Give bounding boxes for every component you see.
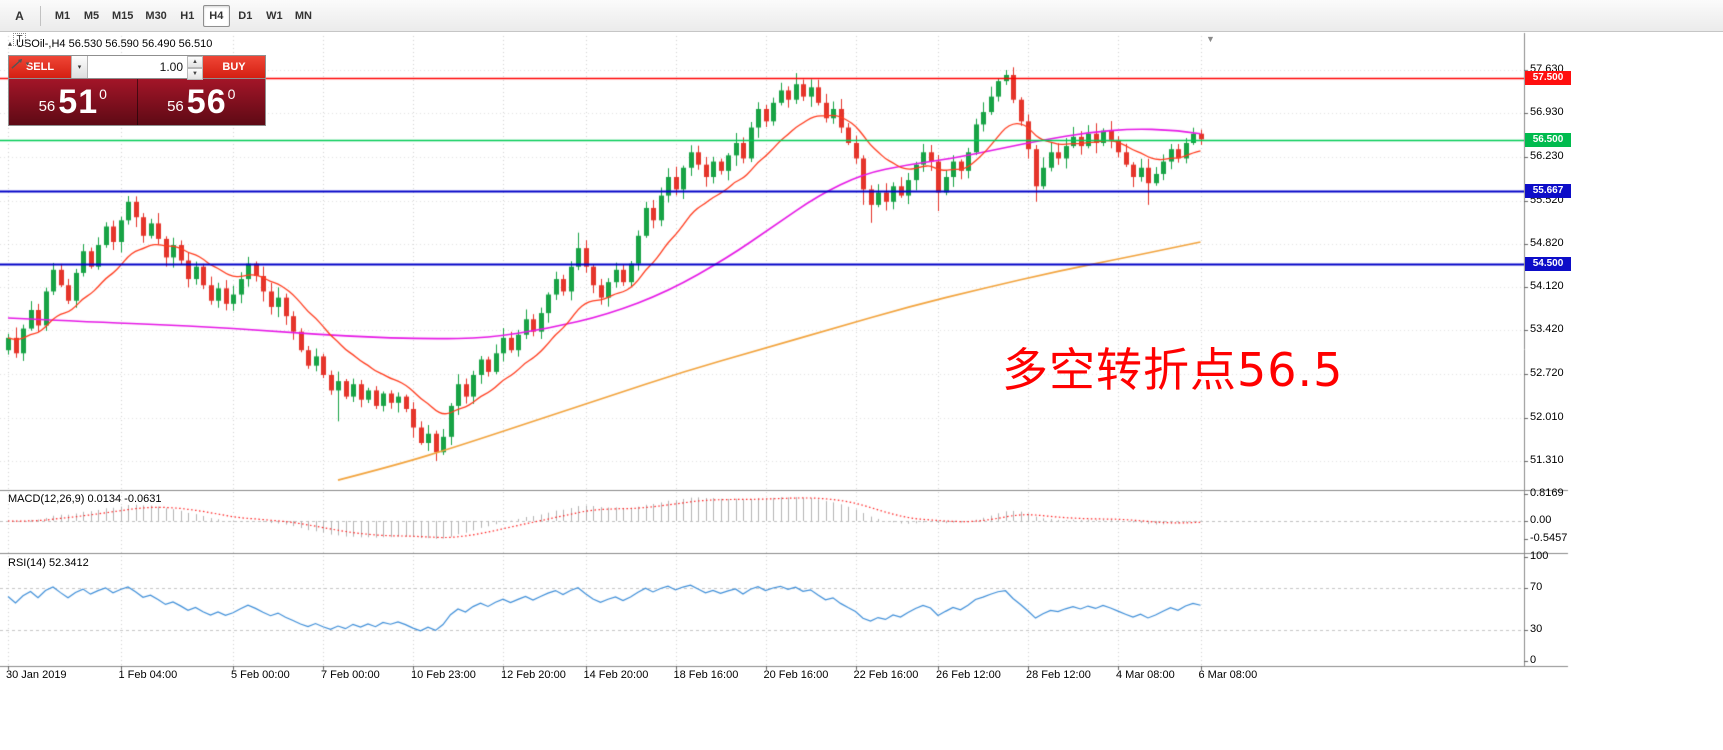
rsi-axis-label: 30 xyxy=(1530,622,1543,635)
timeframe-D1[interactable]: D1 xyxy=(232,5,259,27)
drawing-tools-group: A T ▾ xyxy=(6,0,33,76)
symbol-header: ▴ USOil-,H4 56.530 56.590 56.490 56.510 xyxy=(8,38,212,50)
text-tool-icon[interactable]: A xyxy=(6,4,33,28)
shapes-tool-icon[interactable]: ▾ xyxy=(6,52,33,76)
price-axis-label: 54.120 xyxy=(1530,280,1564,293)
time-axis-label: 18 Feb 16:00 xyxy=(673,669,739,681)
time-axis-label: 10 Feb 23:00 xyxy=(411,669,476,681)
macd-axis-label: 0.00 xyxy=(1530,513,1552,526)
time-axis-label: 1 Feb 04:00 xyxy=(118,669,178,681)
toolbar: A T ▾ M1 M5 M15 M30 H1 H4 D1 W1 MN xyxy=(0,0,1723,69)
toolbar-separator xyxy=(40,5,41,26)
trade-panel-prices: 56 51 0 56 56 0 xyxy=(9,78,265,125)
bid-pipette: 0 xyxy=(99,86,107,102)
volume-decrease-button[interactable]: ▼ xyxy=(187,68,203,80)
sell-button[interactable]: SELL xyxy=(9,56,71,78)
buy-button[interactable]: BUY xyxy=(203,56,265,78)
price-axis-label: 52.010 xyxy=(1530,410,1564,423)
volume-dropdown-button[interactable]: ▾ xyxy=(71,56,88,78)
volume-input[interactable] xyxy=(88,56,203,78)
rsi-axis-label: 0 xyxy=(1530,654,1537,666)
ask-big-digits: 56 xyxy=(186,82,227,121)
volume-spinner: ▲ ▼ xyxy=(187,56,203,80)
time-axis-label: 12 Feb 20:00 xyxy=(501,669,566,681)
macd-indicator-title: MACD(12,26,9) 0.0134 -0.0631 xyxy=(8,493,162,505)
macd-axis-label: -0.5457 xyxy=(1530,532,1568,544)
timeframe-W1[interactable]: W1 xyxy=(261,5,288,27)
time-axis-label: 22 Feb 16:00 xyxy=(853,669,919,681)
bid-big-digits: 51 xyxy=(58,82,99,121)
time-axis-label: 6 Mar 08:00 xyxy=(1198,669,1258,681)
symbol-ohlc-text: USOil-,H4 56.530 56.590 56.490 56.510 xyxy=(16,38,213,50)
timeframe-M5[interactable]: M5 xyxy=(78,5,105,27)
timeframe-H1[interactable]: H1 xyxy=(174,5,201,27)
time-axis-label: 26 Feb 12:00 xyxy=(936,669,1001,681)
timeframe-H4[interactable]: H4 xyxy=(202,4,230,27)
price-axis-label: 56.930 xyxy=(1530,106,1564,119)
ask-pipette: 0 xyxy=(227,86,236,102)
volume-increase-button[interactable]: ▲ xyxy=(187,56,203,68)
bid-integer: 56 xyxy=(38,97,56,115)
price-axis-label: 51.310 xyxy=(1530,453,1564,466)
timeframe-M30[interactable]: M30 xyxy=(140,5,171,27)
time-axis-label: 5 Feb 00:00 xyxy=(231,669,290,681)
rsi-indicator-title: RSI(14) 52.3412 xyxy=(8,557,89,569)
time-axis-label: 20 Feb 16:00 xyxy=(763,669,829,681)
price-axis-label: 53.420 xyxy=(1530,323,1564,336)
bid-price-display[interactable]: 56 51 0 xyxy=(9,79,137,125)
timeframe-MN[interactable]: MN xyxy=(290,5,317,27)
level-price-label: 56.500 xyxy=(1525,132,1571,147)
ask-integer: 56 xyxy=(167,97,184,115)
ask-price-display[interactable]: 56 56 0 xyxy=(136,79,266,125)
level-price-label: 55.667 xyxy=(1525,184,1571,199)
price-axis-label: 54.820 xyxy=(1530,236,1564,249)
price-axis-label: 52.720 xyxy=(1530,366,1564,379)
time-axis-label: 4 Mar 08:00 xyxy=(1116,669,1175,681)
timeframe-M15[interactable]: M15 xyxy=(107,5,138,27)
volume-field: ▲ ▼ xyxy=(88,56,203,80)
time-axis-label: 14 Feb 20:00 xyxy=(583,669,649,681)
trade-panel-controls: SELL ▾ ▲ ▼ BUY xyxy=(9,56,265,80)
time-axis-label: 7 Feb 00:00 xyxy=(321,669,380,681)
chart-shift-marker-icon[interactable]: ▼ xyxy=(1206,34,1215,44)
level-price-label: 54.500 xyxy=(1525,256,1571,271)
timeframe-M1[interactable]: M1 xyxy=(49,5,76,27)
rsi-axis-label: 70 xyxy=(1530,581,1543,594)
rsi-axis-label: 100 xyxy=(1530,550,1549,562)
label-tool-icon[interactable]: T xyxy=(6,28,33,52)
macd-axis-label: 0.8169 xyxy=(1530,487,1564,499)
time-axis-label: 30 Jan 2019 xyxy=(6,669,67,681)
chart-text-annotation[interactable]: 多空转折点56.5 xyxy=(1002,343,1344,397)
time-axis-label: 28 Feb 12:00 xyxy=(1026,669,1091,681)
level-price-label: 57.500 xyxy=(1525,71,1571,86)
chevron-down-icon: ▾ xyxy=(77,64,82,71)
collapse-chart-icon[interactable]: ▴ xyxy=(8,39,13,48)
timeframe-group: M1 M5 M15 M30 H1 H4 D1 W1 MN xyxy=(48,4,318,27)
price-axis-label: 56.230 xyxy=(1530,149,1564,162)
